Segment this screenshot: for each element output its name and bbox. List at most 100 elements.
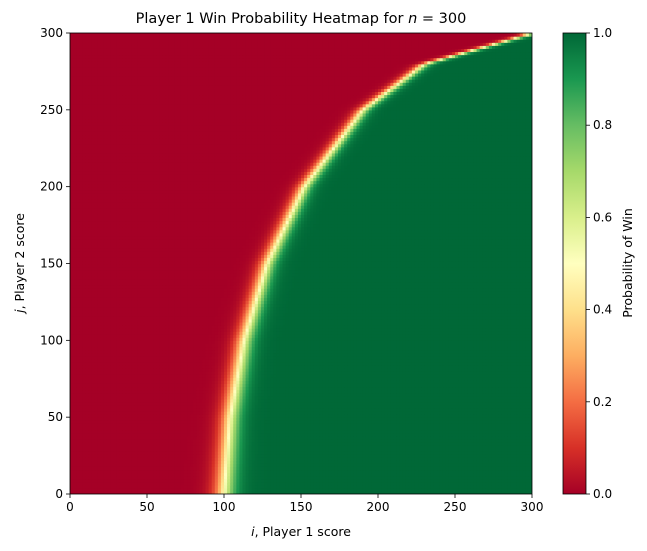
heatmap-cell — [341, 475, 345, 480]
heatmap-cell — [328, 472, 333, 477]
heatmap-cell — [304, 481, 308, 486]
heatmap-cell — [504, 478, 508, 483]
heatmap-cell — [156, 457, 160, 461]
heatmap-cell — [76, 484, 80, 489]
heatmap-cell — [322, 484, 327, 489]
heatmap-cell — [513, 460, 518, 464]
heatmap-cell — [113, 472, 117, 477]
heatmap-cell — [307, 481, 311, 486]
heatmap-cell — [227, 484, 231, 489]
heatmap-cell — [251, 475, 256, 480]
heatmap-cell — [516, 469, 521, 474]
heatmap-cell — [285, 475, 290, 480]
heatmap-cell — [381, 463, 385, 467]
heatmap-cell — [365, 466, 370, 471]
heatmap-cell — [208, 475, 213, 480]
heatmap-cell — [202, 475, 207, 480]
heatmap-cell — [498, 487, 502, 492]
heatmap-cell — [187, 460, 191, 464]
heatmap-cell — [282, 469, 287, 474]
heatmap-cell — [519, 469, 524, 474]
heatmap-cell — [498, 490, 502, 494]
heatmap-cell — [442, 469, 447, 474]
heatmap-cell — [103, 481, 108, 486]
heatmap-cell — [168, 454, 173, 458]
heatmap-cell — [482, 469, 487, 474]
heatmap-cell — [267, 487, 271, 492]
heatmap-cell — [331, 466, 336, 471]
heatmap-cell — [233, 466, 237, 471]
heatmap-cell — [424, 472, 428, 477]
heatmap-cell — [291, 469, 296, 474]
heatmap-cell — [528, 472, 532, 477]
heatmap-cell — [411, 466, 416, 471]
heatmap-cell — [214, 487, 219, 492]
heatmap-cell — [153, 481, 157, 486]
heatmap-cell — [116, 457, 120, 461]
heatmap-cell — [165, 478, 170, 483]
heatmap-cell — [304, 463, 308, 467]
heatmap-cell — [199, 466, 204, 471]
heatmap-cell — [350, 481, 354, 486]
heatmap-cell — [294, 487, 299, 492]
heatmap-cell — [140, 475, 145, 480]
heatmap-cell — [451, 463, 456, 467]
heatmap-cell — [501, 460, 505, 464]
heatmap-cell — [236, 469, 240, 474]
heatmap-cell — [242, 460, 247, 464]
heatmap-cell — [519, 487, 524, 492]
heatmap-cell — [257, 466, 262, 471]
heatmap-cell — [399, 484, 404, 489]
heatmap-cell — [264, 490, 268, 494]
heatmap-cell — [390, 460, 394, 464]
heatmap-cell — [171, 490, 176, 494]
heatmap-cell — [143, 460, 148, 464]
heatmap-cell — [350, 460, 354, 464]
heatmap-cell — [513, 484, 518, 489]
heatmap-cell — [347, 463, 351, 467]
heatmap-cell — [116, 481, 120, 486]
heatmap-cell — [393, 478, 398, 483]
heatmap-cell — [322, 463, 327, 467]
heatmap-cell — [368, 466, 373, 471]
heatmap-cell — [337, 460, 342, 464]
heatmap-cell — [365, 454, 370, 458]
heatmap-cell — [282, 466, 287, 471]
heatmap-cell — [365, 469, 370, 474]
heatmap-cell — [510, 460, 515, 464]
heatmap-cell — [347, 478, 351, 483]
heatmap-cell — [378, 457, 382, 461]
heatmap-cell — [220, 463, 225, 467]
heatmap-cell — [91, 454, 96, 458]
heatmap-cell — [439, 490, 444, 494]
heatmap-cell — [402, 454, 407, 458]
heatmap-cell — [504, 457, 508, 461]
heatmap-cell — [310, 478, 314, 483]
heatmap-cell — [267, 481, 271, 486]
heatmap-cell — [470, 460, 475, 464]
heatmap-cell — [433, 475, 438, 480]
heatmap-cell — [491, 478, 496, 483]
heatmap-cell — [177, 478, 182, 483]
heatmap-cell — [473, 484, 478, 489]
heatmap-cell — [405, 463, 410, 467]
heatmap-cell — [479, 460, 484, 464]
heatmap-cell — [73, 460, 77, 464]
heatmap-cell — [433, 460, 438, 464]
heatmap-cell — [427, 472, 431, 477]
heatmap-cell — [504, 460, 508, 464]
heatmap-cell — [316, 460, 321, 464]
heatmap-cell — [236, 457, 240, 461]
heatmap-cell — [498, 481, 502, 486]
heatmap-cell — [390, 490, 394, 494]
heatmap-cell — [528, 481, 532, 486]
heatmap-cell — [190, 463, 194, 467]
heatmap-cell — [73, 484, 77, 489]
heatmap-cell — [414, 454, 419, 458]
heatmap-cell — [378, 466, 382, 471]
heatmap-cell — [224, 472, 228, 477]
heatmap-cell — [334, 478, 339, 483]
heatmap-cell — [291, 487, 296, 492]
heatmap-cell — [137, 457, 142, 461]
heatmap-cell — [91, 475, 96, 480]
